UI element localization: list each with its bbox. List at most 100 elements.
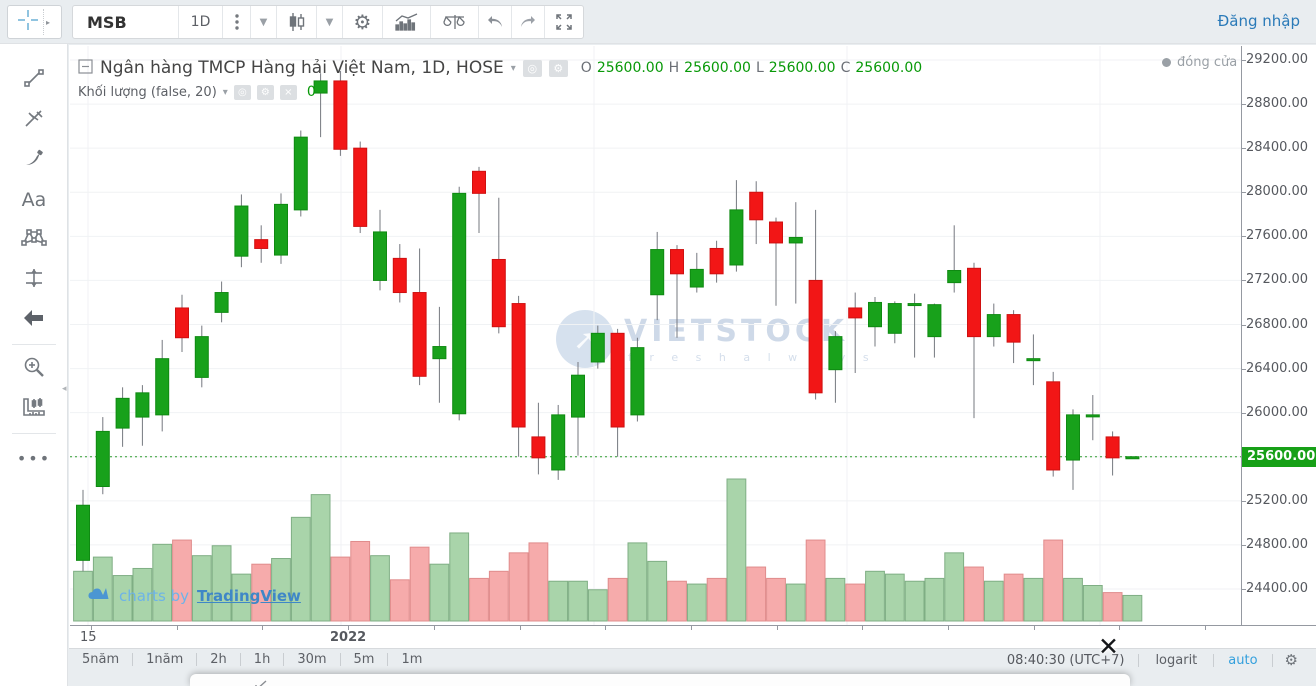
more-dots-icon: ••• xyxy=(16,448,52,468)
symbol-legend: Ngân hàng TMCP Hàng hải Việt Nam, 1D, HO… xyxy=(78,56,922,80)
volume-indicator-legend: Khối lượng (false, 20) ▾ ◎ ⚙ × 0 xyxy=(78,82,316,102)
footer-separator xyxy=(1138,653,1140,667)
candlestick-style-icon xyxy=(287,12,307,32)
auto-scale-toggle[interactable]: auto xyxy=(1228,652,1258,668)
undo-icon xyxy=(486,15,504,29)
interval-dropdown-button[interactable]: ▼ xyxy=(251,6,277,38)
indicator-eye-icon[interactable]: ◎ xyxy=(233,84,251,100)
high-value: 25600.00 xyxy=(684,60,751,76)
time-axis-border xyxy=(70,625,1316,626)
chart-style-button[interactable] xyxy=(277,6,317,38)
sidebar-collapse-handle[interactable]: ◂ xyxy=(62,384,67,394)
range-button-1h[interactable]: 1h xyxy=(253,652,271,667)
time-axis-tick xyxy=(862,626,864,630)
xabcd-pattern-icon xyxy=(21,227,47,253)
tool-more[interactable]: ••• xyxy=(0,438,68,478)
symbol-button[interactable]: MSB xyxy=(73,6,179,38)
time-axis-tick xyxy=(1033,626,1035,630)
interval-button[interactable]: 1D xyxy=(179,6,223,38)
footer-separator xyxy=(1271,653,1273,667)
price-axis[interactable]: 29200.00 28800.00 28400.00 28000.00 27600.00… xyxy=(1242,45,1316,625)
axis-settings-gear-icon[interactable]: ⚙ xyxy=(1284,651,1298,669)
redo-icon xyxy=(519,15,537,29)
footer-separator xyxy=(339,653,341,666)
mouse-cursor-x: ✕ xyxy=(1098,632,1119,661)
close-price-marker: đóng cửa xyxy=(1162,55,1237,70)
settings-gear-icon: ⚙ xyxy=(353,10,372,34)
close-value: 25600.00 xyxy=(855,60,923,76)
price-axis-tick xyxy=(1242,589,1246,590)
tool-arrow[interactable] xyxy=(0,300,68,340)
attribution-prefix: charts by xyxy=(119,586,189,605)
indicator-value: 0 xyxy=(306,84,316,100)
time-axis[interactable]: 15 2022 xyxy=(69,626,1242,648)
logarithmic-toggle[interactable]: logarit xyxy=(1155,652,1198,668)
indicator-name[interactable]: Khối lượng (false, 20) xyxy=(78,84,217,100)
time-axis-tick xyxy=(91,626,92,630)
legend-title[interactable]: Ngân hàng TMCP Hàng hải Việt Nam, 1D, HO… xyxy=(100,58,504,78)
attribution-link[interactable]: TradingView xyxy=(196,586,301,605)
tool-trend-line[interactable] xyxy=(0,60,68,100)
indicator-caret-icon[interactable]: ▾ xyxy=(222,86,228,98)
collapse-icon[interactable] xyxy=(78,58,93,78)
dropdown-caret: ▼ xyxy=(325,16,334,28)
candlestick-chart[interactable] xyxy=(70,46,1241,625)
symbol-label: MSB xyxy=(87,12,127,32)
sidebar-divider xyxy=(11,344,56,345)
range-button-5m[interactable]: 5m xyxy=(353,652,375,667)
clock[interactable]: 08:40:30 (UTC+7) xyxy=(1006,652,1125,668)
chart-settings-button[interactable]: ⚙ xyxy=(343,6,383,38)
ohlc-values: O 25600.00 H 25600.00 L 25600.00 C 25600.00 xyxy=(580,60,923,76)
footer-separator xyxy=(239,653,241,666)
range-button-5năm[interactable]: 5năm xyxy=(82,652,120,667)
tool-measure[interactable] xyxy=(0,389,68,429)
range-button-1năm[interactable]: 1năm xyxy=(146,652,184,667)
legend-caret-icon[interactable]: ▾ xyxy=(510,62,516,74)
trend-line-icon xyxy=(22,66,46,94)
marker-dot-icon xyxy=(1162,58,1171,67)
interval-menu-button[interactable] xyxy=(223,6,251,38)
price-axis-tick xyxy=(1242,412,1246,414)
legend-eye-icon[interactable]: ◎ xyxy=(522,59,542,77)
compare-scales-icon xyxy=(442,13,467,31)
range-button-1m[interactable]: 1m xyxy=(401,652,423,667)
legend-settings-icon[interactable]: ⚙ xyxy=(548,59,568,77)
chart-style-dropdown-button[interactable]: ▼ xyxy=(317,6,343,38)
tool-xabcd-pattern[interactable] xyxy=(0,220,68,260)
drawing-tools-sidebar: Aa ••• xyxy=(0,44,68,686)
tool-zoom-in[interactable] xyxy=(0,349,68,389)
chart-panel: ➚ VIETSTOCK f r e s h a l w a y s Ngân h… xyxy=(69,45,1316,648)
chart-attribution: charts by TradingView xyxy=(87,585,301,606)
bottom-toolbar: 5năm 1năm 2h 1h 30m 5m 1m 08:40:30 (UTC+7) log… xyxy=(69,648,1316,670)
interval-label: 1D xyxy=(190,14,211,30)
back-arrow-icon[interactable] xyxy=(252,677,268,686)
indicators-button[interactable] xyxy=(383,6,431,38)
crosshair-tool-button[interactable]: ▸ xyxy=(7,5,62,39)
expand-arrow-icon[interactable]: ▸ xyxy=(46,17,51,27)
tool-pitchfork[interactable] xyxy=(0,100,68,140)
time-axis-tick xyxy=(690,626,692,630)
bottom-popup-panel[interactable] xyxy=(190,674,1130,686)
undo-button[interactable] xyxy=(479,6,512,38)
fullscreen-button[interactable] xyxy=(545,6,583,38)
indicator-settings-icon[interactable]: ⚙ xyxy=(256,84,274,100)
indicator-close-icon[interactable]: × xyxy=(279,84,297,100)
time-axis-label: 15 xyxy=(80,630,97,645)
login-link[interactable]: Đăng nhập xyxy=(1217,12,1300,30)
time-axis-tick xyxy=(348,626,350,630)
compare-button[interactable] xyxy=(431,6,479,38)
pitchfork-icon xyxy=(22,106,46,134)
footer-right-controls: 08:40:30 (UTC+7) logarit auto ⚙ xyxy=(993,649,1310,671)
sidebar-divider xyxy=(11,433,56,434)
tool-brush[interactable] xyxy=(0,140,68,180)
price-axis-label: 26800.00 xyxy=(1246,316,1309,332)
range-button-2h[interactable]: 2h xyxy=(210,652,227,667)
time-axis-tick xyxy=(948,626,949,630)
footer-separator xyxy=(1213,653,1215,667)
tool-text[interactable]: Aa xyxy=(0,180,68,220)
open-value: 25600.00 xyxy=(596,60,664,76)
redo-button[interactable] xyxy=(512,6,545,38)
range-buttons: 5năm 1năm 2h 1h 30m 5m 1m xyxy=(69,649,435,670)
tool-projection[interactable] xyxy=(0,260,68,300)
range-button-30m[interactable]: 30m xyxy=(297,652,327,667)
